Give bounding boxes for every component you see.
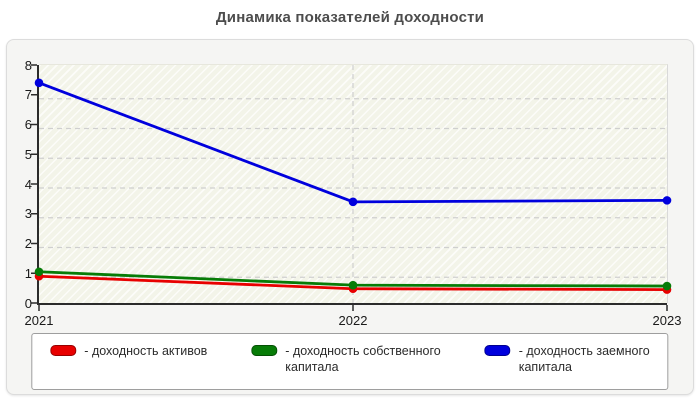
y-axis-label: 3 <box>24 206 32 222</box>
plot-svg <box>31 64 672 311</box>
x-axis-label: 2022 <box>338 313 368 328</box>
x-axis-label: 2023 <box>652 313 682 328</box>
series-point <box>662 196 672 205</box>
legend-label: - доходность активов <box>84 343 207 359</box>
chart-panel: 0 1 2 3 4 5 6 7 8 2021 2022 2023 - доходность актив… <box>6 39 694 395</box>
x-axis-label: 2021 <box>24 313 54 328</box>
y-axis-label: 4 <box>24 176 32 192</box>
legend-label-line: капитала <box>285 360 339 375</box>
plot-area: 0 1 2 3 4 5 6 7 8 2021 2022 2023 <box>25 58 682 329</box>
y-axis-label: 7 <box>24 87 32 103</box>
legend-item: - доходность активов <box>50 343 207 359</box>
legend-swatch-icon <box>251 345 278 356</box>
legend-label-line: - доходность заемного <box>518 344 650 358</box>
legend-label: - доходность заемного капитала <box>519 343 650 376</box>
legend-swatch-icon <box>484 345 511 356</box>
legend-item: - доходность собственного капитала <box>251 343 441 376</box>
legend-label-line: капитала <box>518 360 572 375</box>
chart-title: Динамика показателей доходности <box>215 9 485 26</box>
legend-label-line: - доходность собственного <box>285 344 441 358</box>
series-point <box>34 267 44 277</box>
y-axis-label: 5 <box>24 146 32 162</box>
legend: - доходность активов - доходность собстве… <box>31 333 669 390</box>
series-point <box>662 281 672 291</box>
series-point <box>348 280 358 290</box>
series-point <box>348 197 358 207</box>
legend-swatch-icon <box>50 345 77 356</box>
legend-label: - доходность собственного капитала <box>285 343 440 376</box>
y-axis-label: 1 <box>24 265 32 281</box>
y-axis-label: 8 <box>24 57 32 73</box>
series-point <box>34 78 44 88</box>
y-axis-label: 0 <box>24 295 32 311</box>
legend-item: - доходность заемного капитала <box>484 343 650 376</box>
legend-label-line: - доходность активов <box>84 344 208 358</box>
y-axis-label: 6 <box>24 117 32 132</box>
y-axis-label: 2 <box>24 236 32 251</box>
